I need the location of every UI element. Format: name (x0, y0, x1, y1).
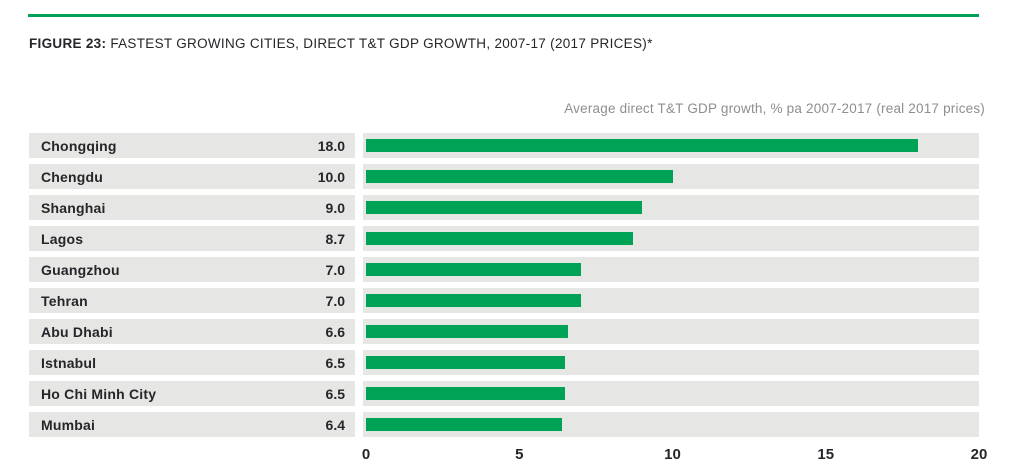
row-plot-band (363, 164, 979, 189)
city-label: Istnabul (41, 354, 97, 371)
city-label: Mumbai (41, 416, 96, 433)
x-axis-tick-label: 15 (817, 446, 835, 463)
value-label: 6.6 (325, 323, 345, 340)
chart-row: Ho Chi Minh City 6.5 (29, 381, 979, 406)
row-plot-band (363, 350, 979, 375)
data-bar (366, 139, 918, 152)
row-gap (355, 164, 363, 189)
chart-row: Guangzhou 7.0 (29, 257, 979, 282)
row-plot-band (363, 257, 979, 282)
row-gap (355, 319, 363, 344)
city-label: Chengdu (41, 168, 104, 185)
x-axis-tick-label: 20 (970, 446, 988, 463)
value-label: 7.0 (325, 292, 345, 309)
city-label: Abu Dhabi (41, 323, 113, 340)
value-label: 9.0 (325, 199, 345, 216)
row-label-cell: Ho Chi Minh City 6.5 (29, 381, 355, 406)
row-plot-band (363, 381, 979, 406)
row-label-cell: Tehran 7.0 (29, 288, 355, 313)
row-gap (355, 381, 363, 406)
row-plot-band (363, 133, 979, 158)
data-bar (366, 170, 673, 183)
chart-row: Mumbai 6.4 (29, 412, 979, 437)
data-bar (366, 325, 569, 338)
value-label: 8.7 (325, 230, 345, 247)
value-label: 6.5 (325, 354, 345, 371)
data-bar (366, 356, 566, 369)
value-label: 6.5 (325, 385, 345, 402)
row-label-cell: Chongqing 18.0 (29, 133, 355, 158)
chart-row: Istnabul 6.5 (29, 350, 979, 375)
row-label-cell: Mumbai 6.4 (29, 412, 355, 437)
row-plot-band (363, 288, 979, 313)
chart-row: Tehran 7.0 (29, 288, 979, 313)
row-label-cell: Chengdu 10.0 (29, 164, 355, 189)
row-gap (355, 288, 363, 313)
data-bar (366, 294, 581, 307)
value-label: 18.0 (317, 137, 345, 154)
figure-title: FIGURE 23: FASTEST GROWING CITIES, DIREC… (29, 36, 653, 51)
row-plot-band (363, 226, 979, 251)
row-plot-band (363, 195, 979, 220)
row-gap (355, 350, 363, 375)
data-bar (366, 201, 642, 214)
data-bar (366, 263, 581, 276)
chart-row: Lagos 8.7 (29, 226, 979, 251)
row-label-cell: Istnabul 6.5 (29, 350, 355, 375)
value-label: 6.4 (325, 416, 345, 433)
row-gap (355, 133, 363, 158)
chart-row: Abu Dhabi 6.6 (29, 319, 979, 344)
city-label: Ho Chi Minh City (41, 385, 157, 402)
top-green-rule (28, 14, 979, 17)
row-gap (355, 412, 363, 437)
row-label-cell: Lagos 8.7 (29, 226, 355, 251)
data-bar (366, 387, 566, 400)
row-gap (355, 195, 363, 220)
value-label: 7.0 (325, 261, 345, 278)
chart-row: Chongqing 18.0 (29, 133, 979, 158)
row-plot-band (363, 412, 979, 437)
city-label: Chongqing (41, 137, 117, 154)
data-bar (366, 232, 633, 245)
chart-rows: Chongqing 18.0 Chengdu 10.0 Shanghai 9.0 Lagos… (29, 133, 979, 437)
x-axis-tick-label: 10 (664, 446, 681, 463)
axis-note: Average direct T&T GDP growth, % pa 2007… (564, 101, 985, 116)
row-gap (355, 257, 363, 282)
city-label: Tehran (41, 292, 88, 309)
row-label-cell: Guangzhou 7.0 (29, 257, 355, 282)
city-label: Guangzhou (41, 261, 120, 278)
figure-number-label: FIGURE 23: (29, 36, 107, 51)
row-gap (355, 226, 363, 251)
row-label-cell: Shanghai 9.0 (29, 195, 355, 220)
data-bar (366, 418, 563, 431)
row-label-cell: Abu Dhabi 6.6 (29, 319, 355, 344)
bar-chart: Chongqing 18.0 Chengdu 10.0 Shanghai 9.0 Lagos… (29, 133, 988, 465)
city-label: Lagos (41, 230, 84, 247)
x-axis: 0 5 10 15 20 (361, 443, 988, 465)
chart-row: Shanghai 9.0 (29, 195, 979, 220)
city-label: Shanghai (41, 199, 106, 216)
chart-row: Chengdu 10.0 (29, 164, 979, 189)
row-plot-band (363, 319, 979, 344)
figure-title-text: FASTEST GROWING CITIES, DIRECT T&T GDP G… (106, 36, 653, 51)
x-axis-tick-label: 5 (515, 446, 524, 463)
value-label: 10.0 (317, 168, 345, 185)
x-axis-tick-label: 0 (361, 446, 371, 463)
